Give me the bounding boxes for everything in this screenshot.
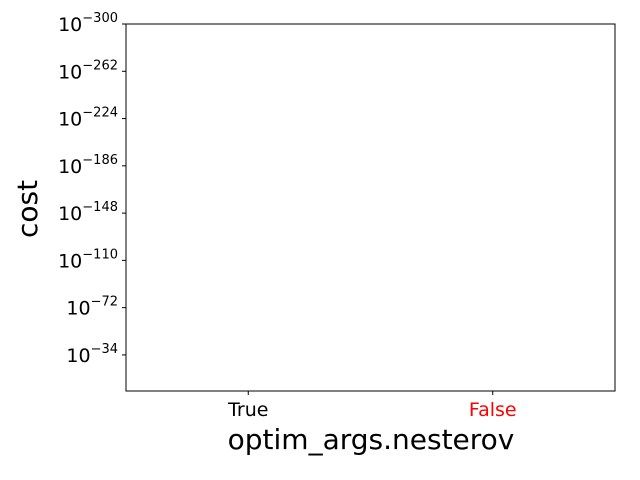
y-axis-label: cost [11,180,44,238]
y-tick-label: 10−262 [58,58,118,83]
y-tick-base: 10 [58,156,82,178]
y-tick-label: 10−34 [66,342,118,367]
x-tick-label: True [227,399,268,421]
y-tick-base: 10 [58,250,82,272]
y-tick-label: 10−224 [58,106,118,131]
y-tick-exponent: −300 [82,11,118,26]
y-tick-base: 10 [66,345,90,367]
y-tick-exponent: −110 [82,247,118,262]
y-tick-label: 10−148 [58,200,118,225]
x-axis-label: optim_args.nesterov [228,423,515,456]
x-axis-ticks: True False [227,391,517,421]
y-tick-exponent: −262 [82,58,118,73]
plot-area [125,23,616,392]
y-tick-base: 10 [58,203,82,225]
y-tick-exponent: −186 [82,153,118,168]
y-tick-label: 10−110 [58,247,118,272]
y-axis-ticks: 10−30010−26210−22410−18610−14810−11010−7… [58,11,126,367]
y-tick-exponent: −224 [82,106,118,121]
y-tick-label: 10−72 [66,295,118,320]
y-tick-base: 10 [58,14,82,36]
y-tick-base: 10 [58,109,82,131]
y-tick-base: 10 [58,61,82,83]
y-tick-exponent: −72 [91,295,118,310]
y-tick-exponent: −34 [91,342,118,357]
y-tick-exponent: −148 [82,200,118,215]
y-tick-label: 10−300 [58,11,118,36]
x-tick-label: False [469,399,517,421]
y-tick-label: 10−186 [58,153,118,178]
y-tick-base: 10 [66,298,90,320]
